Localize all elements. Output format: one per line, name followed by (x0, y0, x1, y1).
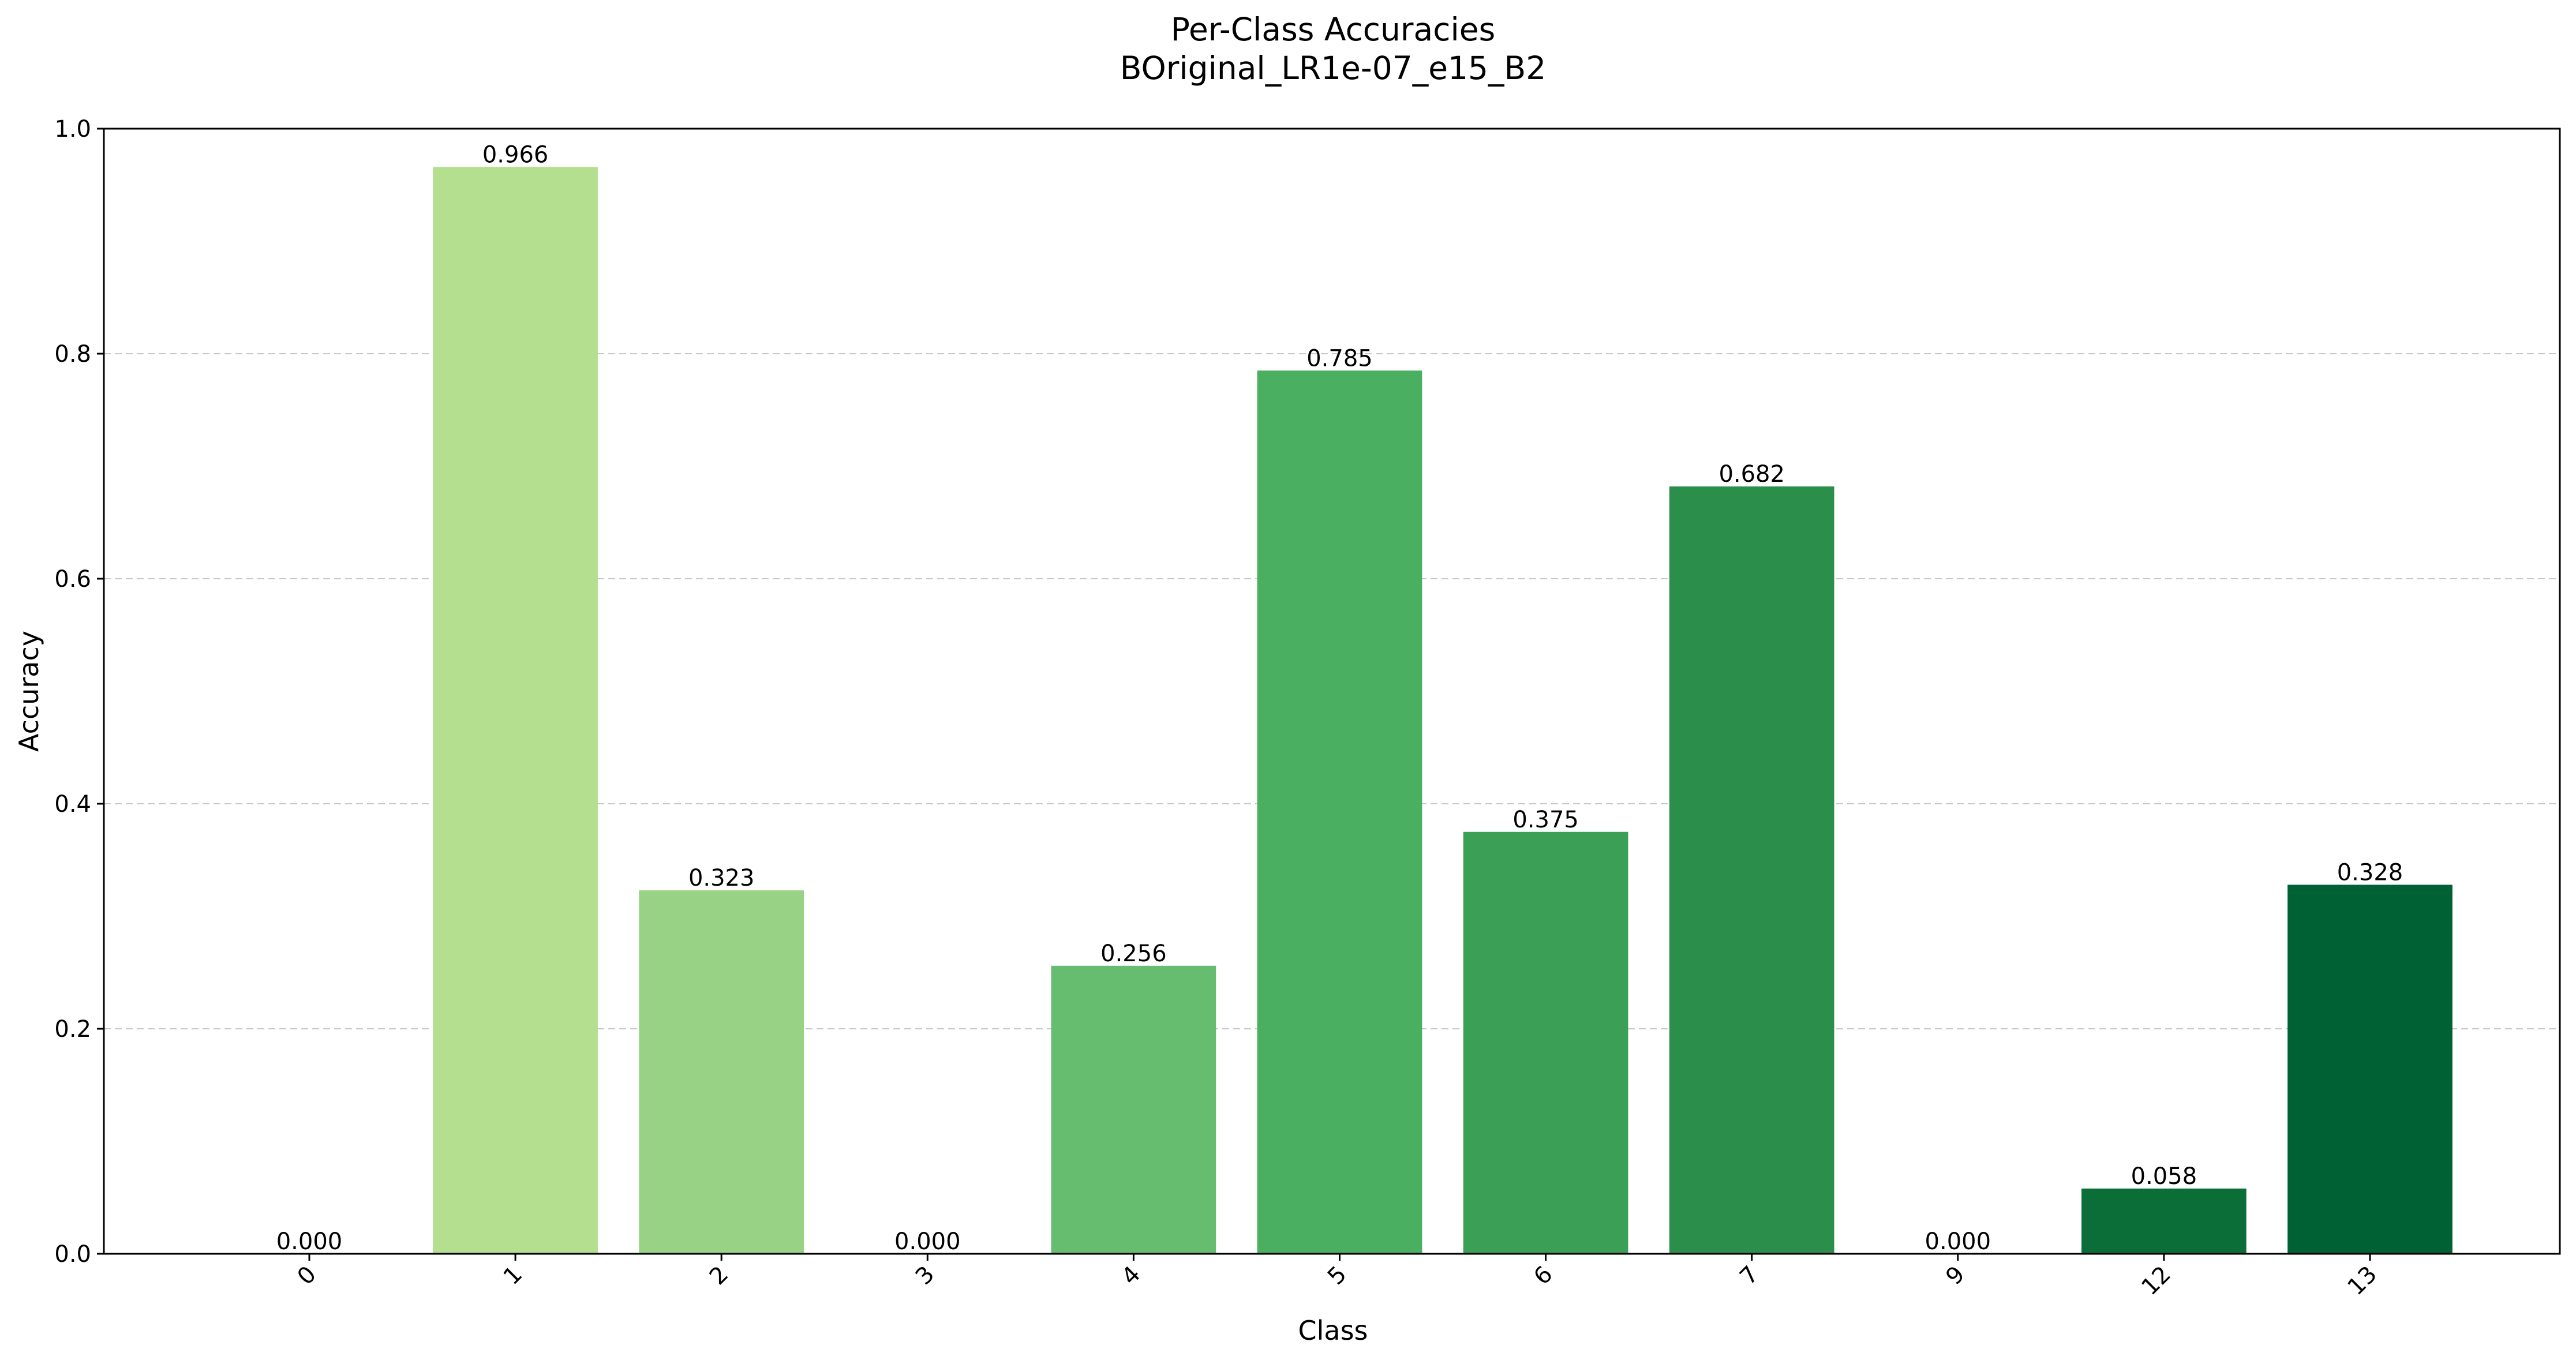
x-tick-label: 2 (705, 1261, 734, 1291)
bar-value-label: 0.058 (2131, 1163, 2197, 1190)
bar-value-label: 0.323 (688, 865, 755, 891)
x-tick-label: 0 (293, 1261, 322, 1291)
bar-value-label: 0.000 (276, 1228, 343, 1255)
bar-class-5 (1257, 370, 1422, 1254)
y-axis: 0.0 0.2 0.4 0.6 0.8 1.0 (54, 116, 104, 1268)
bar-class-12 (2081, 1188, 2246, 1254)
bar-value-label: 0.682 (1718, 461, 1785, 488)
x-tick-label: 1 (499, 1261, 528, 1291)
bar-class-1 (433, 167, 598, 1254)
plot-frame (103, 128, 2561, 1255)
bar-value-label: 0.000 (1925, 1228, 1991, 1255)
x-tick-label: 3 (911, 1261, 940, 1291)
bar-label-layer: 0.000 0.966 0.323 0.000 0.256 0.785 0.375 0.682… (276, 141, 2403, 1255)
bar-value-label: 0.375 (1512, 807, 1579, 833)
bar-value-label: 0.256 (1100, 940, 1167, 967)
x-tick-label: 6 (1529, 1261, 1558, 1291)
x-tick-label: 13 (2343, 1261, 2383, 1301)
bar-value-label: 0.785 (1306, 345, 1373, 372)
x-tick-label: 7 (1735, 1261, 1764, 1291)
bar-value-label: 0.328 (2337, 859, 2403, 886)
x-tick-label: 12 (2136, 1261, 2176, 1301)
bar-class-4 (1051, 965, 1216, 1254)
y-tick-label: 0.6 (54, 566, 91, 593)
chart-title: Per-Class Accuracies (1171, 11, 1496, 48)
bar-class-7 (1669, 486, 1834, 1254)
bar-layer (433, 167, 2453, 1254)
x-tick-label: 4 (1117, 1261, 1146, 1291)
x-axis: 0 1 2 3 4 5 6 7 9 12 13 (293, 1254, 2383, 1301)
bar-class-13 (2287, 885, 2453, 1254)
bar-class-6 (1463, 831, 1628, 1254)
x-tick-label: 5 (1323, 1261, 1352, 1291)
x-axis-label: Class (1298, 1315, 1368, 1346)
y-tick-label: 1.0 (54, 116, 91, 143)
y-tick-label: 0.8 (54, 341, 91, 368)
bar-value-label: 0.966 (482, 141, 549, 168)
y-tick-label: 0.0 (54, 1241, 91, 1268)
y-tick-label: 0.4 (54, 791, 91, 818)
y-tick-label: 0.2 (54, 1016, 91, 1043)
bar-class-2 (639, 890, 804, 1254)
y-axis-label: Accuracy (13, 631, 44, 752)
chart-subtitle: BOriginal_LR1e-07_e15_B2 (1120, 50, 1547, 87)
x-tick-label: 9 (1941, 1261, 1970, 1291)
bar-value-label: 0.000 (894, 1228, 961, 1255)
